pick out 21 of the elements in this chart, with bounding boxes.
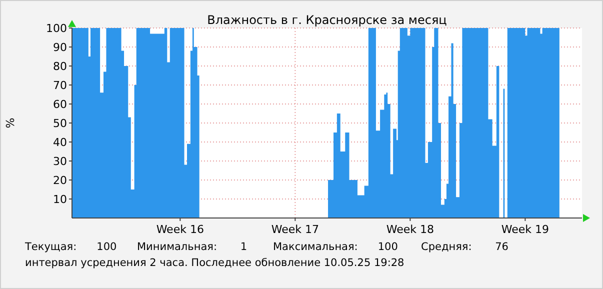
y-tick-label: 20: [53, 174, 67, 187]
x-tick-label: Week 19: [501, 223, 549, 236]
y-axis-title: %: [4, 118, 17, 128]
y-tick-label: 60: [53, 98, 67, 111]
y-tick-label: 70: [53, 78, 67, 92]
text: интервал усреднения 2 часа. Последнее обновление 10.05.25 19:28: [25, 257, 404, 269]
y-tick-label: 50: [53, 116, 67, 130]
y-tick-label: 30: [53, 154, 67, 168]
text: Средняя: 76: [421, 241, 509, 253]
x-tick-label: Week 16: [156, 223, 204, 236]
x-tick-label: Week 18: [386, 223, 434, 236]
y-tick-label: 10: [53, 192, 67, 206]
y-tick-label: 80: [53, 60, 67, 73]
text: Максимальная: 100: [273, 241, 398, 253]
y-tick-label: 40: [53, 136, 67, 149]
x-tick-label: Week 17: [271, 223, 319, 236]
y-tick-label: 90: [53, 40, 67, 54]
text: Текущая: 100: [24, 241, 117, 253]
text: Минимальная: 1: [137, 241, 248, 253]
chart-title: Влажность в г. Красноярске за месяц: [207, 13, 447, 27]
y-tick-label: 100: [46, 22, 67, 35]
